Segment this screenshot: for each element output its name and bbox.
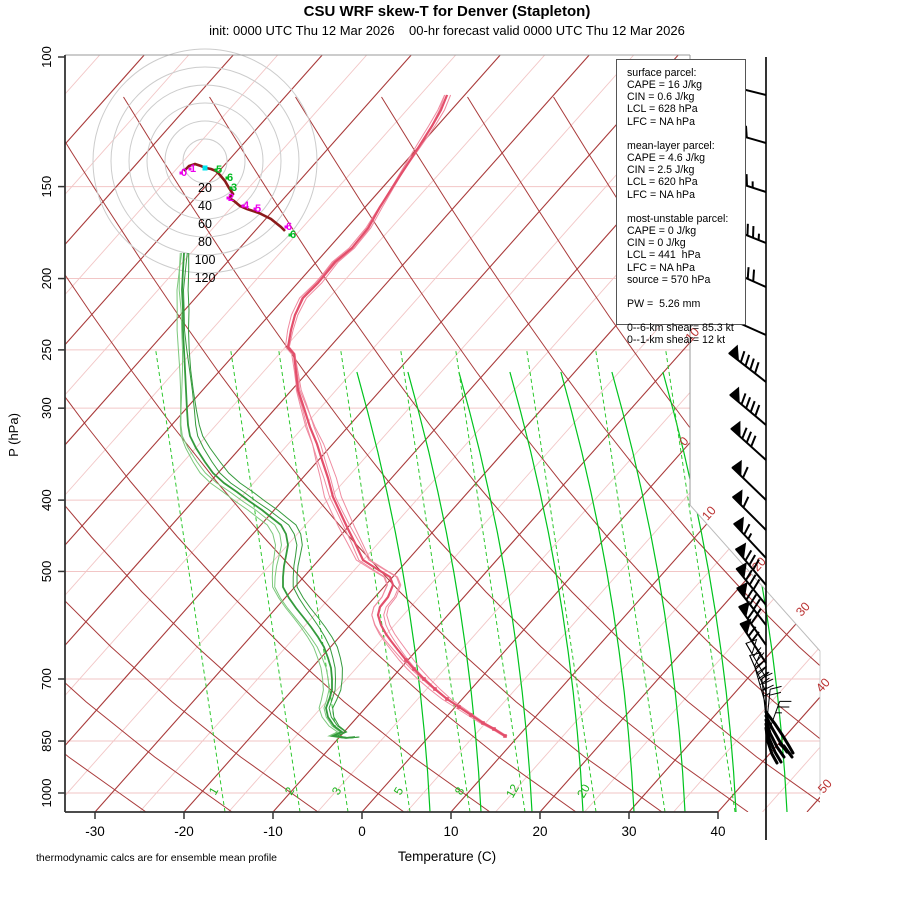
mixing-ratio-label: 3 xyxy=(329,784,345,797)
temp-tick-label: 0 xyxy=(358,824,366,839)
hodo-km-label: 3 xyxy=(231,182,237,194)
pressure-tick-label: 400 xyxy=(39,489,54,511)
hodo-km-label: 6 xyxy=(227,172,233,184)
mixing-ratio-label: 12 xyxy=(503,781,522,800)
hodo-km-label: 2 xyxy=(228,192,234,204)
pressure-tick-label: 200 xyxy=(39,268,54,290)
pressure-tick-label: 150 xyxy=(39,176,54,198)
surface-wind-cluster xyxy=(764,710,795,755)
pressure-tick-label: 700 xyxy=(39,668,54,690)
footnote: thermodynamic calcs are for ensemble mea… xyxy=(36,852,278,864)
hodo-ring-label: 20 xyxy=(198,181,212,195)
hodo-ring-label: 120 xyxy=(195,271,216,285)
surface-wind-cluster xyxy=(782,744,794,759)
pressure-tick-label: 1000 xyxy=(39,779,54,808)
hodo-km-label: 5 xyxy=(255,203,261,215)
pressure-tick-label: 850 xyxy=(39,730,54,752)
isotherm-label: 40 xyxy=(813,675,833,695)
sounding-traces xyxy=(176,94,508,739)
page-title: CSU WRF skew-T for Denver (Stapleton) xyxy=(303,3,591,20)
isotherm-label: 10 xyxy=(699,503,719,523)
hodo-ring-label: 60 xyxy=(198,217,212,231)
hodo-km-label: 4 xyxy=(243,200,250,212)
parcel-info-box: surface parcel: CAPE = 16 J/kg CIN = 0.6… xyxy=(616,59,746,346)
temp-tick-label: 20 xyxy=(532,824,547,839)
pressure-tick-label: 100 xyxy=(39,46,54,68)
page-subtitle: init: 0000 UTC Thu 12 Mar 2026 00-hr for… xyxy=(209,23,685,38)
temp-tick-label: 40 xyxy=(710,824,725,839)
hodo-km-label: 0 xyxy=(181,167,187,179)
hodo-ring-label: 100 xyxy=(195,253,216,267)
y-axis-label: P (hPa) xyxy=(6,413,21,457)
mixing-ratio-label: 20 xyxy=(574,781,593,800)
isotherm-label: 0 xyxy=(676,434,691,449)
surface-wind-cluster xyxy=(764,726,779,765)
isotherm-label: 30 xyxy=(793,599,813,619)
hodo-km-label: 1 xyxy=(190,163,196,175)
temp-tick-label: 10 xyxy=(443,824,458,839)
mixing-ratio-label: 5 xyxy=(391,784,407,797)
hodo-km-label: 6 xyxy=(286,221,292,233)
temp-tick-label: -10 xyxy=(263,824,283,839)
temp-tick-label: 30 xyxy=(621,824,636,839)
temp-tick-label: -30 xyxy=(85,824,105,839)
hodo-ring-label: 40 xyxy=(198,199,212,213)
pressure-tick-label: 500 xyxy=(39,561,54,583)
pressure-tick-label: 300 xyxy=(39,397,54,419)
hodo-km-label: 6 xyxy=(290,229,296,241)
hodo-km-label: 5 xyxy=(216,164,222,176)
temp-tick-label: -20 xyxy=(174,824,194,839)
x-axis-label: Temperature (C) xyxy=(397,849,497,864)
pressure-tick-label: 250 xyxy=(39,339,54,361)
hodo-ring-label: 80 xyxy=(198,235,212,249)
